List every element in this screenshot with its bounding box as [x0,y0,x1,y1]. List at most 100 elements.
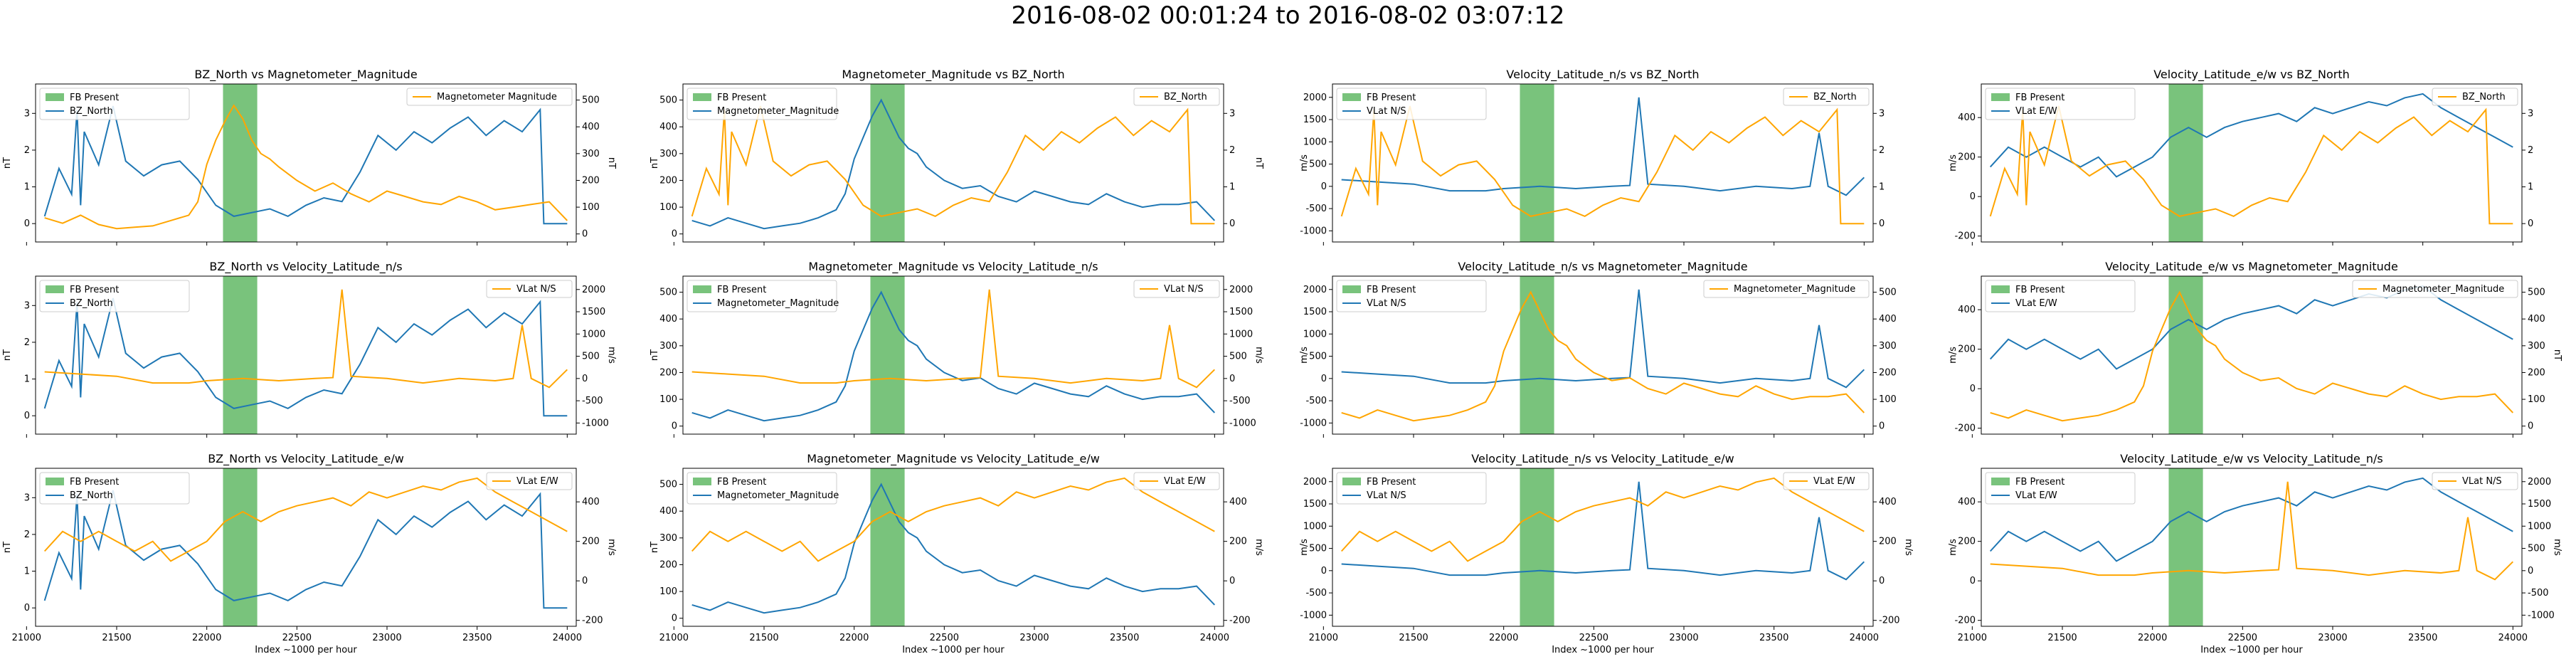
subplot-title: Velocity_Latitude_e/w vs Magnetometer_Ma… [2105,260,2398,274]
legend-label: Magnetometer Magnitude [437,92,557,102]
y-tick-label-right: 2000 [1229,285,1253,295]
x-tick-label: 24000 [2498,633,2528,643]
legend-box [687,472,837,505]
legend-right: VLat E/W [486,472,573,490]
legend-box [1985,280,2136,312]
x-tick-label: 23000 [372,633,401,643]
series-line-right [691,477,1215,562]
series-line-left [43,297,568,417]
x-tick-label: 22500 [930,633,959,643]
legend-box [39,88,190,120]
legend-swatch-fb [1342,478,1361,485]
y-tick-label-right: 2000 [582,285,605,295]
series-line-left [691,483,1216,614]
y-tick-label-right: 1500 [582,307,605,317]
y-tick-label-left: 1500 [1303,115,1327,125]
y-tick-label-right: 200 [1229,537,1247,547]
series-line-left [691,98,1216,230]
y-tick-label-left: 1000 [1303,329,1327,339]
y-tick-label-left: 2 [24,145,30,156]
y-tick-label-right: 0 [1229,218,1235,229]
series-line-right [691,289,1216,389]
legend-box [1783,88,1870,106]
y-tick-label-left: 500 [1309,352,1327,362]
x-tick-label: 23000 [1669,633,1698,643]
legend-left: FB Present VLat E/W [1985,472,2136,505]
y-axis-label-right: m/s [1253,347,1264,364]
axes-frame [682,275,1224,435]
x-tick-label: 21000 [659,633,689,643]
series-line-right [691,105,1215,225]
legend-label: BZ_North [70,490,113,501]
legend-swatch-fb [693,93,711,101]
y-tick-label-left: 0 [672,613,677,624]
axes-frame [35,468,577,627]
y-tick-label-right: -200 [582,616,603,626]
fb-present-band [1520,468,1554,626]
y-tick-label-right: -500 [2528,588,2549,599]
x-tick-label: 24000 [1850,633,1879,643]
legend-label: VLat E/W [1164,476,1206,487]
y-tick-label-right: 0 [582,374,588,384]
y-tick-label-right: 300 [582,149,600,159]
y-axis-label-left: nT [650,542,660,553]
y-tick-label-left: -200 [1954,616,1976,626]
y-tick-label-right: -1000 [582,418,609,428]
y-tick-label-right: 400 [1229,497,1247,507]
y-axis-label-right: m/s [606,347,617,364]
y-tick-label-left: 400 [1958,112,1976,123]
x-tick-label: 23500 [1759,633,1788,643]
series-line-right [1340,477,1865,562]
y-tick-label-right: 200 [2528,367,2545,378]
subplot-10: Magnetometer_Magnitude vs Velocity_Latit… [650,452,1264,655]
y-tick-label-right: 500 [582,352,600,362]
legend-label: BZ_North [1164,92,1207,102]
legend-label: VLat N/S [1164,284,1204,295]
fb-present-band [870,468,905,626]
y-tick-label-left: 0 [1321,181,1327,192]
y-tick-label-right: 200 [582,537,600,547]
x-tick-label: 24000 [1200,633,1229,643]
legend-swatch-fb [46,285,64,293]
axes-frame [35,275,577,435]
x-axis-label: Index ~1000 per hour [1552,645,1654,655]
legend-box [1336,280,1487,312]
y-tick-label-left: 3 [24,300,30,311]
legend-box [1133,88,1220,106]
x-tick-label: 21500 [1399,633,1428,643]
y-tick-label-left: 0 [24,218,30,229]
x-tick-label: 22000 [192,633,221,643]
y-tick-label-left: 2000 [1303,477,1327,488]
y-tick-label-right: 0 [1229,576,1235,586]
fb-present-band [1520,276,1554,434]
legend-label: BZ_North [1813,92,1857,102]
fb-present-band [2168,84,2203,242]
y-tick-label-right: 400 [1879,314,1897,325]
series-line-right [1341,290,1865,422]
y-tick-label-left: 500 [659,288,677,298]
y-axis-label-left: nT [650,349,660,361]
legend-box [1783,472,1870,490]
y-tick-label-left: 0 [1321,566,1327,576]
legend-label: Magnetometer_Magnitude [717,490,839,501]
y-tick-label-left: 200 [1958,152,1976,163]
legend-label: VLat E/W [516,476,558,487]
y-tick-label-left: 1 [24,566,30,577]
legend-right: Magnetometer Magnitude [406,88,573,106]
y-tick-label-left: -200 [1954,423,1976,434]
subplot-title: Magnetometer_Magnitude vs Velocity_Latit… [808,260,1098,274]
x-tick-label: 23000 [2318,633,2347,643]
y-tick-label-left: 300 [659,341,677,352]
y-tick-label-right: -500 [1229,396,1251,406]
x-tick-label: 21500 [102,633,131,643]
x-axis-label: Index ~1000 per hour [902,645,1005,655]
legend-right: VLat E/W [1133,472,1220,490]
fb-present-band [223,468,258,626]
fb-present-band [870,276,905,434]
y-tick-label-left: 3 [24,492,30,503]
subplot-3: Velocity_Latitude_n/s vs BZ_North -1000 -5… [1299,68,1885,246]
y-tick-label-right: 0 [1879,421,1885,432]
series-line-left [1341,289,1865,389]
legend-label: VLat E/W [2015,106,2057,117]
y-tick-label-right: 0 [582,229,588,240]
